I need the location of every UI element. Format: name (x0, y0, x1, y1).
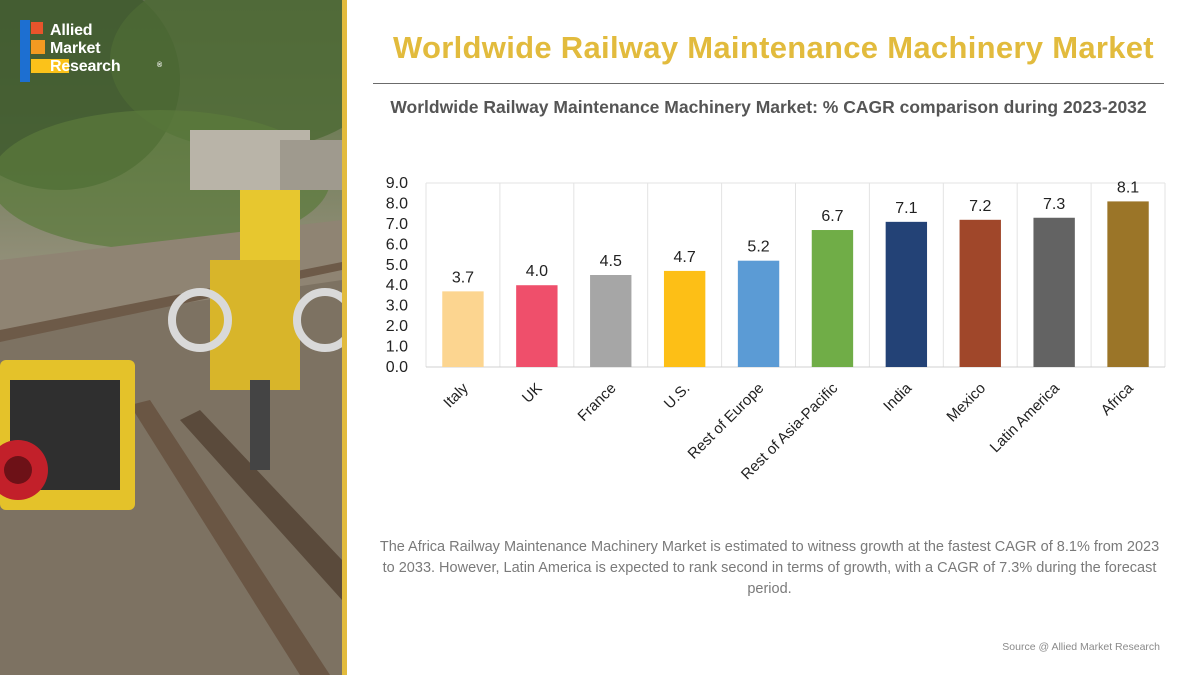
x-category-label: France (575, 380, 620, 425)
bar (1107, 201, 1149, 367)
x-category-label: Mexico (943, 380, 989, 426)
y-tick-label: 2.0 (386, 318, 408, 335)
y-tick-label: 5.0 (386, 257, 408, 274)
chart-gridlines (425, 183, 1166, 367)
bar-value-labels: 3.7 4.0 4.5 4.7 5.2 6.7 7.1 7.2 7.3 8.1 (452, 179, 1139, 286)
x-category-label: Latin America (987, 379, 1064, 456)
bar-value-label: 8.1 (1117, 179, 1139, 196)
bar (663, 270, 706, 367)
bar (811, 230, 854, 367)
x-category-label: Africa (1098, 379, 1138, 419)
y-tick-label: 1.0 (386, 339, 408, 356)
x-category-label: India (880, 379, 915, 414)
y-tick-label: 7.0 (386, 216, 408, 233)
bar (959, 219, 1001, 367)
railway-scene-illustration (0, 0, 342, 675)
hero-photo: Allied Market Research ® (0, 0, 342, 675)
bar-value-label: 6.7 (821, 208, 843, 225)
bar-value-label: 4.0 (526, 263, 548, 280)
y-tick-label: 3.0 (386, 298, 408, 315)
allied-market-research-logo: Allied Market Research ® (20, 16, 170, 96)
accent-divider (342, 0, 347, 675)
page-title: Worldwide Railway Maintenance Machinery … (393, 30, 1154, 65)
x-category-label: Italy (440, 379, 472, 411)
bar-value-label: 4.7 (674, 249, 696, 266)
logo-line-allied: Allied (50, 22, 93, 39)
bar-series (442, 201, 1149, 367)
bar (442, 291, 484, 367)
bar (885, 221, 928, 367)
y-tick-label: 6.0 (386, 236, 408, 253)
bar (516, 285, 558, 367)
bar-value-label: 4.5 (600, 253, 622, 270)
title-underline (373, 83, 1164, 84)
y-tick-label: 8.0 (386, 195, 408, 212)
bar-value-label: 3.7 (452, 269, 474, 286)
bar (590, 275, 632, 367)
y-tick-label: 4.0 (386, 277, 408, 294)
logo-line-research: Research (50, 58, 121, 75)
x-category-label: Rest of Europe (685, 380, 768, 463)
bar (737, 260, 780, 367)
bar-value-label: 7.2 (969, 198, 991, 215)
bar-value-label: 7.1 (895, 200, 917, 217)
logo-registered-mark: ® (157, 62, 162, 69)
y-tick-label: 0.0 (386, 359, 408, 376)
x-category-label: U.S. (661, 380, 694, 413)
bar (1033, 217, 1075, 367)
bar-value-label: 5.2 (747, 239, 769, 256)
summary-paragraph: The Africa Railway Maintenance Machinery… (379, 539, 1160, 597)
x-category-label: UK (519, 380, 546, 407)
source-note: Source @ Allied Market Research (1002, 641, 1160, 653)
y-tick-label: 9.0 (386, 175, 408, 192)
logo-line-market: Market (50, 40, 101, 57)
chart-title: Worldwide Railway Maintenance Machinery … (390, 97, 1147, 117)
y-axis-ticks: 0.0 1.0 2.0 3.0 4.0 5.0 6.0 7.0 8.0 9.0 (386, 175, 408, 376)
cagr-bar-chart: 0.0 1.0 2.0 3.0 4.0 5.0 6.0 7.0 8.0 9.0 3.7 4.0 4.5… (386, 175, 1166, 483)
bar-value-label: 7.3 (1043, 196, 1065, 213)
